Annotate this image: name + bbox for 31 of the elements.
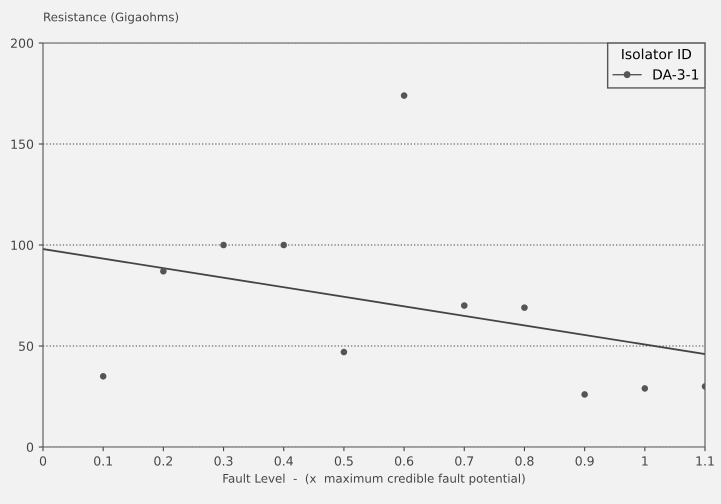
y-axis-title: Resistance (Gigaohms)	[44, 12, 178, 24]
x-tick-label: 0.7	[455, 456, 474, 466]
point	[581, 391, 588, 398]
x-tick-label: 0.3	[214, 456, 232, 466]
x-tick-label: 1	[642, 456, 648, 466]
y-tick-label: 200	[11, 38, 34, 48]
x-tick-label: 0.1	[94, 456, 112, 466]
x-axis-title: Fault Level - (x maximum credible fault potential)	[223, 474, 525, 486]
x-tick-label: 0.9	[576, 456, 594, 466]
point	[160, 268, 167, 275]
point	[280, 242, 288, 248]
y-tick-label: 0	[26, 442, 34, 452]
point	[340, 348, 348, 356]
x-tick-label: 0.2	[154, 456, 172, 466]
point	[642, 385, 648, 392]
x-tick-label: 0	[40, 456, 46, 466]
y-tick-label: 150	[11, 139, 34, 149]
point	[460, 302, 468, 309]
y-tick-label: 50	[19, 341, 34, 351]
point	[220, 242, 227, 248]
x-tick-label: 0.5	[334, 456, 353, 466]
y-tick-label: 100	[11, 240, 34, 250]
x-tick-label: 1.1	[696, 456, 714, 466]
point	[100, 373, 106, 380]
legend-title: Isolator ID	[622, 48, 692, 60]
legend-label: DA-3-1	[653, 69, 698, 80]
point	[400, 92, 408, 99]
x-tick-label: 0.8	[515, 456, 534, 466]
point	[521, 304, 528, 311]
x-tick-label: 0.4	[274, 456, 293, 466]
x-tick-label: 0.6	[394, 456, 414, 466]
